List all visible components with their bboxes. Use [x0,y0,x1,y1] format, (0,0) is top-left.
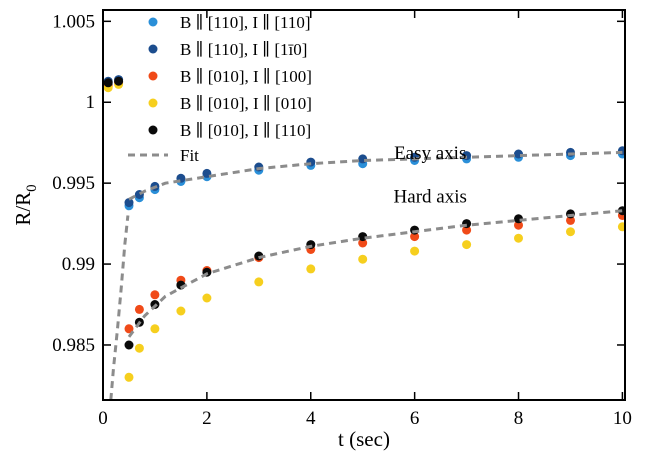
svg-text:R/R0: R/R0 [11,184,40,225]
series-3-point-14 [566,215,575,225]
legend-label-4: B ∥ [010], I ∥ [010] [180,94,312,113]
annotation-1: Easy axis [394,143,466,164]
x-axis-label: t (sec) [338,427,390,451]
series-2-point-3 [124,198,134,208]
y-axis-label: R/R0 [11,184,40,225]
series-2-point-14 [566,147,575,157]
x-tick-label: 0 [98,408,108,429]
series-4-point-5 [150,324,160,334]
annotations: Easy axis Hard axis [394,143,467,208]
y-tick-label: 0.995 [52,173,95,194]
series-4-point-8 [254,277,264,287]
x-tick-label: 6 [410,408,420,429]
y-tick-label: 0.985 [52,335,95,356]
annotation-2: Hard axis [394,187,467,208]
plot-area [103,75,625,400]
series-3-point-4 [134,304,144,314]
legend-marker-1 [148,17,158,27]
series-4-point-3 [124,372,134,382]
series-3 [103,78,625,334]
series-5-point-1 [103,78,113,88]
series-4-point-10 [358,254,368,264]
series-4-point-4 [134,343,144,353]
series-4-point-15 [617,222,625,232]
legend: B ∥ [110], I ∥ [110] B ∥ [110], I ∥ [1ī0]… [128,13,312,165]
series-4-point-6 [176,306,186,316]
legend-marker-5 [148,125,158,135]
series-3-point-11 [410,232,420,242]
series-4-point-13 [514,233,523,243]
series-3-point-13 [514,220,523,230]
x-tick-label: 4 [306,408,316,429]
legend-label-5: B ∥ [010], I ∥ [110] [180,121,311,140]
legend-label-fit: Fit [180,146,199,165]
y-axis-label-main: R/R [11,192,35,226]
legend-label-2: B ∥ [110], I ∥ [1ī0] [180,40,307,59]
series-3-point-12 [462,225,472,235]
x-tick-label: 2 [202,408,212,429]
series-3-point-3 [124,324,134,334]
axes-frame [102,9,626,401]
x-tick-label: 8 [514,408,524,429]
series-5-point-3 [124,340,134,350]
series-3-point-5 [150,290,160,300]
fit-curve-1 [128,150,623,201]
legend-marker-2 [148,44,158,54]
legend-marker-3 [148,71,158,81]
series-2-point-13 [514,149,523,159]
series-4-point-7 [202,293,212,303]
fit-curve-3 [109,215,130,400]
axis-ticks: 0 2 4 6 8 10 0.985 0.99 0.995 1 1.005 [52,10,632,429]
series-2-point-10 [358,154,368,164]
series-3-point-10 [358,238,368,248]
series-5-point-2 [114,76,124,86]
y-tick-label: 1.005 [52,11,95,32]
legend-label-3: B ∥ [010], I ∥ [100] [180,67,312,86]
y-tick-label: 1 [86,92,96,113]
x-tick-label: 10 [613,408,632,429]
y-axis-label-subscript: 0 [24,184,40,192]
legend-label-1: B ∥ [110], I ∥ [110] [180,13,311,32]
y-tick-label: 0.99 [62,254,95,275]
series-4-point-14 [566,227,575,237]
legend-marker-4 [148,98,158,108]
series-4-point-11 [410,246,420,256]
fit-curve-2 [127,209,623,338]
series-4-point-9 [306,264,316,274]
series-4-point-12 [462,240,472,250]
